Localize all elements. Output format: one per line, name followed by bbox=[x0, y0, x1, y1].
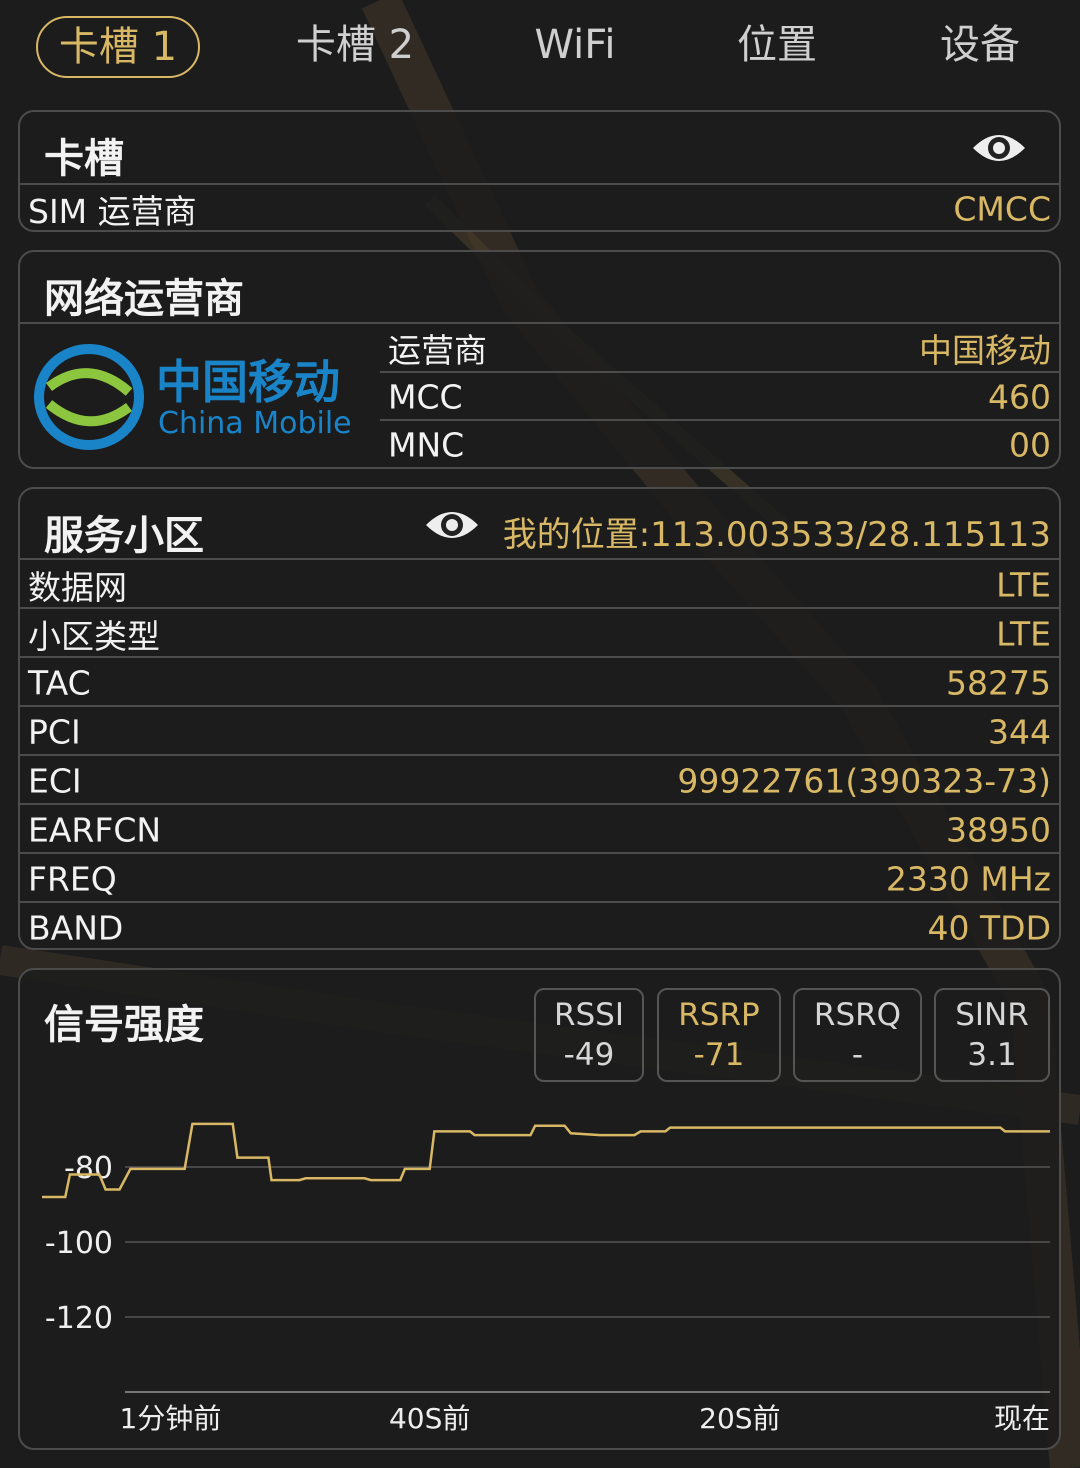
metric-name: RSRQ bbox=[813, 997, 902, 1033]
logo-mark bbox=[34, 344, 144, 450]
info-row: MNC 00 bbox=[380, 419, 1059, 467]
metric-value: -49 bbox=[563, 1037, 615, 1073]
info-row: MCC 460 bbox=[380, 370, 1059, 422]
tab[interactable]: 卡槽 1 bbox=[36, 16, 200, 78]
row-label: 小区类型 bbox=[28, 616, 160, 656]
row-value: LTE bbox=[996, 614, 1051, 653]
metric-value: 3.1 bbox=[967, 1037, 1017, 1073]
eye-icon[interactable] bbox=[422, 503, 482, 547]
row-value: 40 TDD bbox=[927, 908, 1051, 947]
info-row: TAC 58275 bbox=[20, 656, 1059, 707]
info-row: FREQ 2330 MHz bbox=[20, 852, 1059, 903]
row-label: PCI bbox=[28, 712, 81, 751]
row-value: 344 bbox=[988, 712, 1051, 751]
row-value: 38950 bbox=[946, 810, 1051, 849]
panel-title: 服务小区 bbox=[44, 513, 204, 559]
tab[interactable]: 设备 bbox=[940, 22, 1020, 68]
row-label: 数据网 bbox=[28, 567, 127, 607]
info-row: BAND 40 TDD bbox=[20, 901, 1059, 948]
row-label: ECI bbox=[28, 761, 82, 800]
row-value: CMCC bbox=[953, 189, 1051, 228]
metric-box: RSRP -71 bbox=[657, 988, 781, 1082]
x-tick-label: 1分钟前 bbox=[120, 1402, 222, 1435]
row-label: BAND bbox=[28, 908, 124, 947]
signal-line bbox=[42, 1122, 1050, 1199]
row-value: 460 bbox=[988, 377, 1051, 417]
row-value: 58275 bbox=[946, 663, 1051, 702]
x-tick-label: 现在 bbox=[994, 1402, 1050, 1435]
metric-name: SINR bbox=[955, 997, 1029, 1033]
row-value: 2330 MHz bbox=[885, 859, 1051, 898]
tab[interactable]: WiFi bbox=[534, 22, 616, 68]
row-label: MCC bbox=[388, 377, 463, 417]
row-label: 运营商 bbox=[388, 331, 487, 371]
metric-name: RSRP bbox=[678, 997, 760, 1033]
row-value: LTE bbox=[996, 565, 1051, 604]
cell-panel: 服务小区 我的位置:113.003533/28.115113 数据网 LTE 小区类… bbox=[18, 487, 1061, 950]
row-value: 中国移动 bbox=[919, 331, 1051, 371]
metric-box: SINR 3.1 bbox=[934, 988, 1050, 1082]
x-tick-label: 20S前 bbox=[699, 1402, 780, 1435]
info-row: EARFCN 38950 bbox=[20, 803, 1059, 854]
panel-title: 信号强度 bbox=[44, 1002, 204, 1048]
metric-value: -71 bbox=[693, 1037, 745, 1073]
info-row: ECI 99922761(390323-73) bbox=[20, 754, 1059, 805]
panel-title: 卡槽 bbox=[44, 136, 124, 182]
row-label: EARFCN bbox=[28, 810, 162, 849]
y-tick-label: -120 bbox=[45, 1301, 113, 1336]
metric-name: RSSI bbox=[553, 997, 625, 1033]
info-row: 数据网 LTE bbox=[20, 558, 1059, 609]
row-value: 99922761(390323-73) bbox=[677, 761, 1051, 800]
y-tick-label: -100 bbox=[45, 1226, 113, 1261]
eye-icon[interactable] bbox=[969, 126, 1029, 170]
signal-chart: -80 -100 -120 1分钟前 40S前 20S前 现在 bbox=[42, 1122, 1050, 1435]
row-value: 00 bbox=[1009, 425, 1051, 465]
location: 我的位置:113.003533/28.115113 bbox=[502, 515, 1051, 555]
x-tick-label: 40S前 bbox=[389, 1402, 470, 1435]
y-tick-label: -80 bbox=[64, 1151, 113, 1186]
info-row: 运营商 中国移动 bbox=[380, 322, 1059, 373]
row-label: SIM 运营商 bbox=[28, 191, 197, 231]
network-panel: 网络运营商 中国移动 China Mobile 运营商 中国移动 MCC 460 MNC… bbox=[18, 250, 1061, 469]
signal-panel: 信号强度 RSSI -49 RSRP -71 RSRQ - SINR 3.1 bbox=[18, 968, 1061, 1450]
metric-box: RSSI -49 bbox=[534, 988, 644, 1082]
sim-panel: 卡槽 SIM 运营商 CMCC bbox=[18, 110, 1061, 232]
tab[interactable]: 位置 bbox=[737, 22, 817, 68]
info-row: SIM 运营商 CMCC bbox=[20, 183, 1059, 231]
tab[interactable]: 卡槽 2 bbox=[295, 22, 415, 68]
logo-en: China Mobile bbox=[158, 406, 352, 441]
logo-cn: 中国移动 bbox=[156, 355, 340, 409]
metric-box: RSRQ - bbox=[793, 988, 922, 1082]
info-row: 小区类型 LTE bbox=[20, 607, 1059, 658]
info-row: PCI 344 bbox=[20, 705, 1059, 756]
logo: 中国移动 China Mobile bbox=[20, 322, 380, 467]
row-label: TAC bbox=[28, 663, 91, 702]
row-label: FREQ bbox=[28, 859, 117, 898]
panel-title: 网络运营商 bbox=[44, 276, 244, 322]
row-label: MNC bbox=[388, 425, 465, 465]
metric-value: - bbox=[851, 1037, 864, 1073]
